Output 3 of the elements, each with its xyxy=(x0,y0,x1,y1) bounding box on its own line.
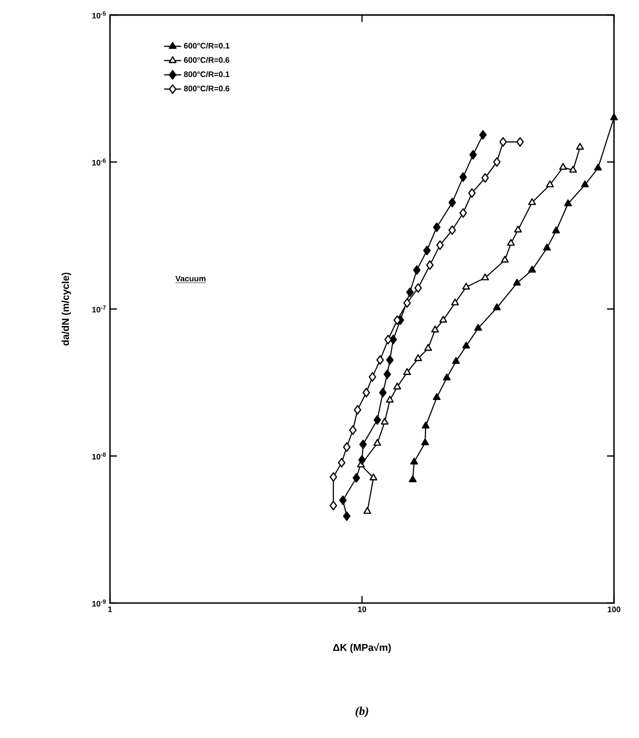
x-axis-title: ΔK (MPa√m) xyxy=(333,643,391,653)
y-axis-title: da/dN (m/cycle) xyxy=(62,272,71,346)
text: (b) xyxy=(356,706,368,718)
